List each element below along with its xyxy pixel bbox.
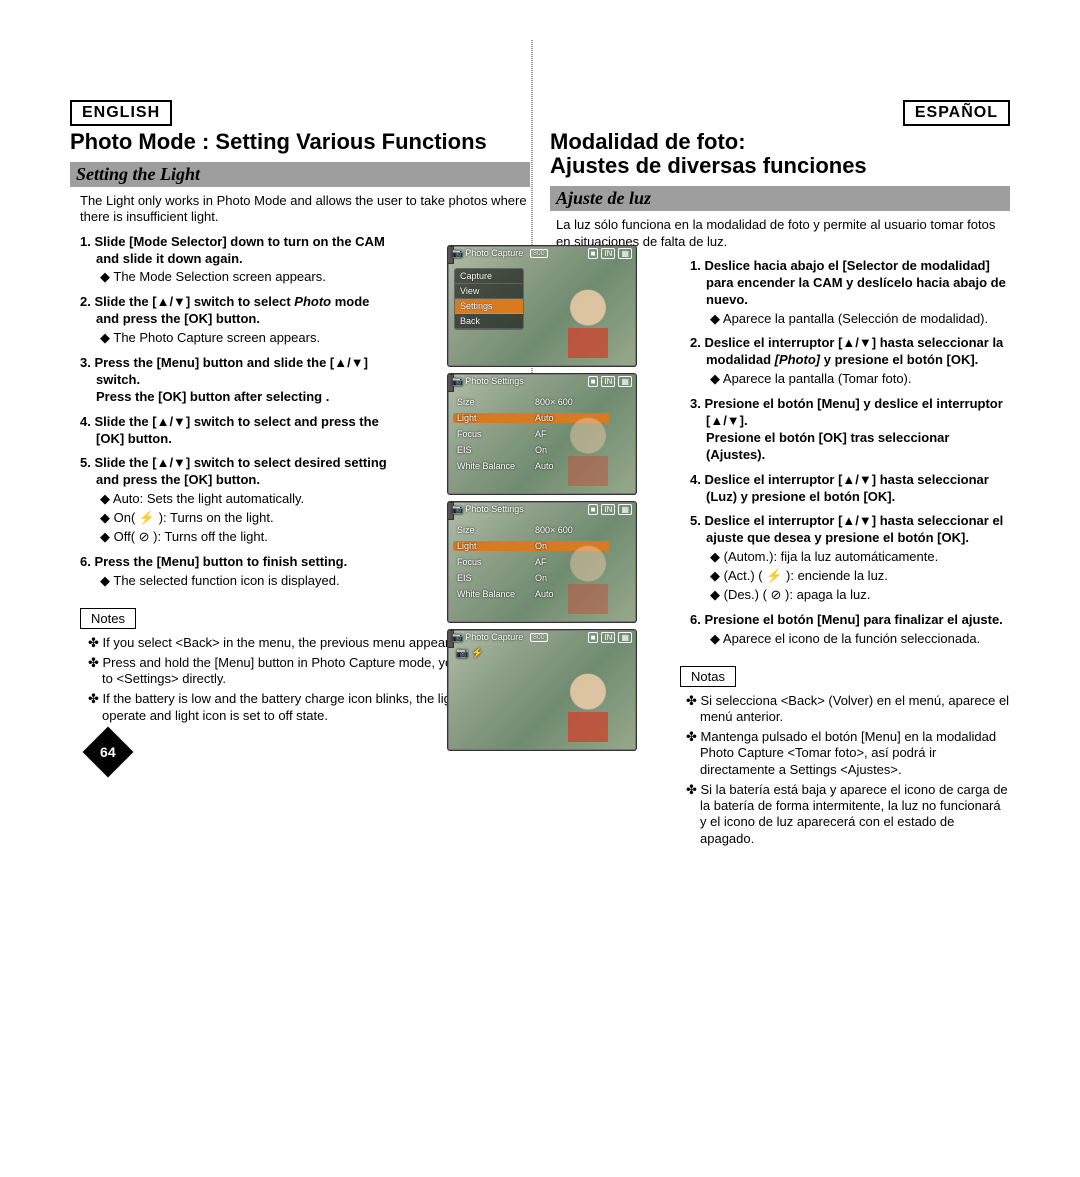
photo-subject	[560, 288, 616, 358]
title-en: Photo Mode : Setting Various Functions	[70, 130, 530, 154]
figure-6-icons: 📷 ⚡	[456, 648, 484, 659]
title-es-l1: Modalidad de foto:	[550, 129, 746, 154]
step-item: 4. Deslice el interruptor [▲/▼] hasta se…	[690, 472, 1010, 506]
step-item: 6. Presione el botón [Menu] para finaliz…	[690, 612, 1010, 648]
figure-3-status: ■IN▦	[588, 248, 632, 259]
page-number-badge: 64	[83, 727, 134, 778]
figure-4-title: Photo Settings	[452, 376, 524, 387]
note-item: ✤ Si selecciona <Back> (Volver) en el me…	[700, 693, 1010, 726]
figure-5-status: ■IN▦	[588, 504, 632, 515]
intro-en: The Light only works in Photo Mode and a…	[80, 193, 530, 226]
figure-6: 6 Photo Capture 800 ■IN▦ 📷 ⚡	[447, 629, 637, 751]
settings-row: Size800× 600	[453, 394, 609, 410]
figure-3-res: 800	[530, 249, 548, 258]
step-item: 1. Slide [Mode Selector] down to turn on…	[80, 234, 390, 287]
figure-3: 3 Photo Capture 800 ■IN▦ CaptureViewSett…	[447, 245, 637, 367]
settings-row: Size800× 600	[453, 522, 609, 538]
step-item: 5. Slide the [▲/▼] switch to select desi…	[80, 455, 390, 545]
subtitle-es: Ajuste de luz	[550, 186, 1010, 211]
lang-label-es: ESPAÑOL	[903, 100, 1010, 126]
photo-subject	[560, 416, 616, 486]
manual-page: ENGLISH Photo Mode : Setting Various Fun…	[0, 0, 1080, 891]
figure-4: 4 Photo Settings ■IN▦ Size800× 600LightA…	[447, 373, 637, 495]
step-item: 4. Slide the [▲/▼] switch to select and …	[80, 414, 390, 448]
step-item: 3. Press the [Menu] button and slide the…	[80, 355, 390, 406]
notes-label-en: Notes	[80, 608, 136, 629]
step-item: 2. Deslice el interruptor [▲/▼] hasta se…	[690, 335, 1010, 388]
step-item: 1. Deslice hacia abajo el [Selector de m…	[690, 258, 1010, 328]
title-es-l2: Ajustes de diversas funciones	[550, 153, 867, 178]
figure-6-title: Photo Capture	[452, 632, 523, 643]
photo-subject	[560, 672, 616, 742]
title-es: Modalidad de foto: Ajustes de diversas f…	[550, 130, 1010, 178]
page-number: 64	[100, 744, 116, 760]
note-item: ✤ Si la batería está baja y aparece el i…	[700, 782, 1010, 847]
subtitle-en: Setting the Light	[70, 162, 530, 187]
photo-subject	[560, 544, 616, 614]
figure-3-menu: CaptureViewSettingsBack	[454, 268, 524, 330]
figure-6-res: 800	[530, 633, 548, 642]
step-item: 5. Deslice el interruptor [▲/▼] hasta se…	[690, 513, 1010, 603]
figure-5-title: Photo Settings	[452, 504, 524, 515]
figure-3-title: Photo Capture	[452, 248, 523, 259]
figure-5: 5 Photo Settings ■IN▦ Size800× 600LightO…	[447, 501, 637, 623]
step-item: 6. Press the [Menu] button to finish set…	[80, 554, 390, 590]
figure-4-status: ■IN▦	[588, 376, 632, 387]
notes-label-es: Notas	[680, 666, 736, 687]
menu-row: Back	[455, 314, 523, 329]
menu-row: Settings	[455, 299, 523, 314]
step-item: 2. Slide the [▲/▼] switch to select Phot…	[80, 294, 390, 347]
step-item: 3. Presione el botón [Menu] y deslice el…	[690, 396, 1010, 464]
figure-stack: 3 Photo Capture 800 ■IN▦ CaptureViewSett…	[435, 245, 637, 757]
note-item: ✤ Mantenga pulsado el botón [Menu] en la…	[700, 729, 1010, 778]
lang-label-en: ENGLISH	[70, 100, 172, 126]
menu-row: Capture	[455, 269, 523, 284]
menu-row: View	[455, 284, 523, 299]
figure-6-status: ■IN▦	[588, 632, 632, 643]
